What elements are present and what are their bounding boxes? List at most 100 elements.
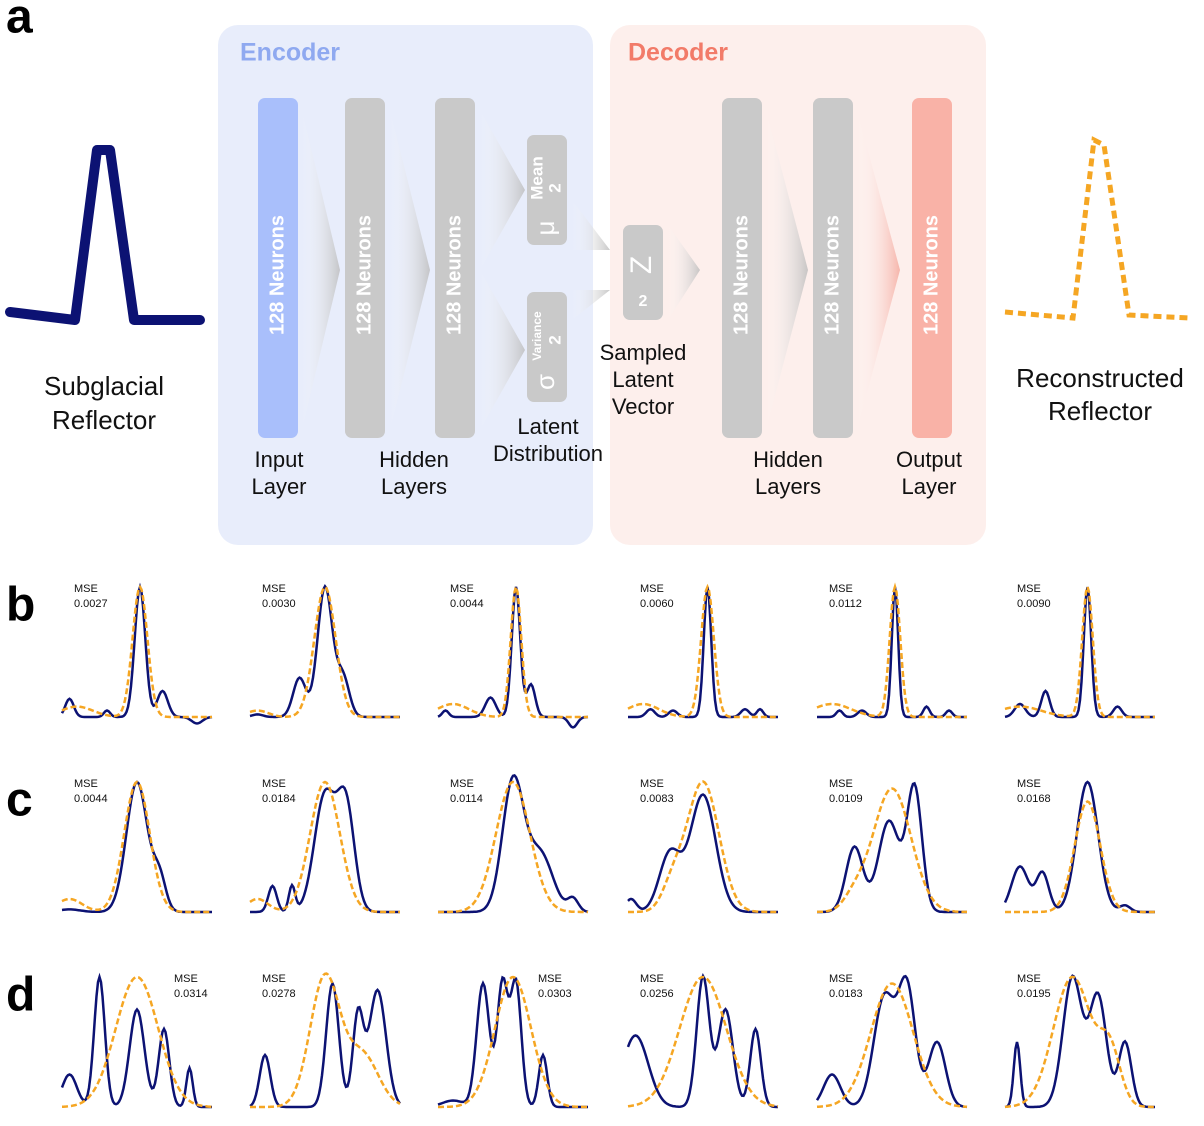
mse-label: MSE: [640, 778, 664, 790]
sample-dim: 2: [639, 293, 648, 310]
measured-signal: [438, 773, 589, 914]
panel-label: c: [6, 774, 33, 827]
mse-value: 0.0256: [640, 988, 674, 1000]
mse-value: 0.0060: [640, 598, 674, 610]
sample-symbol: Z: [625, 256, 658, 274]
mse-label: MSE: [1017, 778, 1041, 790]
encoder-title: Encoder: [240, 39, 340, 67]
mse-value: 0.0314: [174, 988, 208, 1000]
mse-label: MSE: [450, 778, 474, 790]
reconstructed-signal: [437, 582, 588, 719]
output-label: Reconstructed: [1016, 363, 1184, 393]
panel-label: a: [6, 0, 33, 44]
input-label: Reflector: [52, 405, 156, 435]
layer-size: 128 Neurons: [353, 215, 375, 335]
measured-signal: [437, 975, 588, 1109]
mse-value: 0.0109: [829, 793, 863, 805]
layer-label: Layers: [755, 474, 821, 499]
measured-signal: [249, 583, 400, 719]
mse-label: MSE: [74, 583, 98, 595]
mse-value: 0.0112: [829, 598, 862, 610]
layer-size: 128 Neurons: [730, 215, 752, 335]
mse-label: MSE: [262, 583, 286, 595]
variance-symbol: σ: [530, 374, 560, 390]
measured-signal: [817, 781, 967, 914]
reconstructed-signal: [1005, 975, 1155, 1109]
measured-signal: [60, 972, 212, 1109]
mse-value: 0.0027: [74, 598, 108, 610]
layer-size: 128 Neurons: [266, 215, 288, 335]
layer-label: Hidden: [379, 447, 449, 472]
hidden-layer: [813, 98, 853, 438]
layer-label: Latent: [612, 367, 673, 392]
reconstructed-signal: [61, 780, 212, 914]
hidden-layer: [345, 98, 385, 438]
mse-label: MSE: [829, 778, 853, 790]
mse-value: 0.0044: [450, 598, 484, 610]
sample-box: [623, 225, 663, 320]
mse-value: 0.0114: [450, 793, 483, 805]
reconstructed-signal: [627, 583, 778, 719]
output-layer: [912, 98, 952, 438]
measured-signal: [249, 980, 401, 1109]
measured-signal: [628, 586, 778, 719]
layer-label: Output: [896, 447, 962, 472]
layer-label: Layer: [901, 474, 956, 499]
layer-label: Vector: [612, 394, 674, 419]
arrows: [302, 110, 900, 430]
mse-label: MSE: [450, 583, 474, 595]
variance-dim: 2: [545, 335, 564, 344]
mse-value: 0.0278: [262, 988, 296, 1000]
mse-value: 0.0030: [262, 598, 296, 610]
mse-label: MSE: [74, 778, 98, 790]
mse-label: MSE: [538, 973, 562, 985]
mse-value: 0.0090: [1017, 598, 1051, 610]
mse-label: MSE: [1017, 583, 1041, 595]
layer-label: Hidden: [753, 447, 823, 472]
measured-signal: [1004, 974, 1155, 1109]
reconstructed-signal: [1004, 582, 1155, 719]
input-label: Subglacial: [44, 371, 164, 401]
input-layer: [258, 98, 298, 438]
mse-value: 0.0168: [1017, 793, 1051, 805]
mse-value: 0.0184: [262, 793, 296, 805]
measured-signal: [815, 974, 968, 1109]
hidden-layer: [722, 98, 762, 438]
mean-symbol: μ: [530, 221, 560, 236]
mse-label: MSE: [1017, 973, 1041, 985]
layer-label: Input: [255, 447, 304, 472]
reconstructed-signal: [250, 972, 401, 1109]
hidden-layer: [435, 98, 475, 438]
reconstructed-signal: [627, 975, 779, 1108]
measured-signal: [627, 793, 778, 914]
layer-label: Distribution: [493, 441, 603, 466]
reconstructed-signal: [249, 780, 400, 914]
layer-label: Latent: [517, 414, 578, 439]
reconstructed-signal: [816, 982, 968, 1109]
mse-label: MSE: [640, 583, 664, 595]
layer-label: Layers: [381, 474, 447, 499]
layer-label: Layer: [251, 474, 306, 499]
mean-dim: 2: [545, 183, 564, 192]
mse-label: MSE: [829, 973, 853, 985]
reconstructed-signal: [628, 780, 778, 914]
layer-size: 128 Neurons: [920, 215, 942, 335]
measured-signal: [1003, 780, 1155, 914]
layer-label: Sampled: [600, 340, 687, 365]
layer-size: 128 Neurons: [443, 215, 465, 335]
reconstructed-signal: [438, 780, 588, 914]
variance-name: Variance: [530, 311, 544, 361]
decoder-title: Decoder: [628, 39, 728, 67]
output-signal: [1004, 136, 1191, 321]
mse-label: MSE: [829, 583, 853, 595]
mse-label: MSE: [640, 973, 664, 985]
mse-value: 0.0083: [640, 793, 674, 805]
panel-label: b: [6, 579, 35, 632]
mse-value: 0.0183: [829, 988, 863, 1000]
input-signal: [5, 145, 205, 325]
mse-label: MSE: [174, 973, 198, 985]
mse-label: MSE: [262, 973, 286, 985]
mean-box: [527, 135, 567, 245]
variance-box: [527, 292, 567, 402]
